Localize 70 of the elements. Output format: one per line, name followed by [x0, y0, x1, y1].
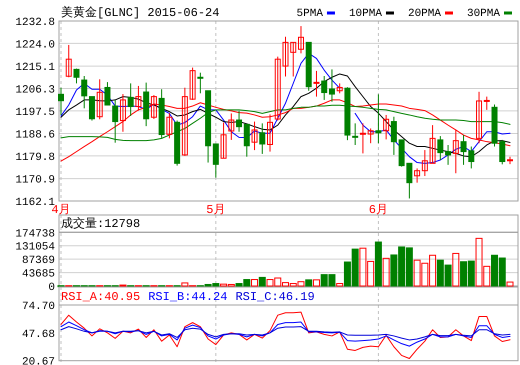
candlestick: [81, 75, 88, 109]
candlestick: [468, 146, 474, 169]
y-tick-label: 43685: [22, 268, 55, 281]
bar: [305, 279, 312, 286]
line-series: [60, 326, 510, 340]
chart-title: 成交量:12798: [61, 216, 140, 231]
candlestick: [58, 87, 64, 116]
y-tick-label: 1188.6: [15, 130, 55, 142]
bar: [312, 279, 320, 286]
x-tick-label: 5月: [206, 203, 226, 217]
bar: [336, 283, 344, 286]
y-tick-label: 1170.9: [15, 174, 55, 187]
candlestick: [383, 114, 390, 140]
line-series: [60, 322, 510, 347]
chart-title: 美黄金[GLNC] 2015-06-24: [61, 5, 220, 20]
candlestick: [298, 26, 304, 54]
legend-label: 10PMA: [348, 8, 382, 20]
y-tick-label: 1215.1: [15, 62, 56, 74]
y-tick-label: 47.68: [22, 328, 55, 341]
y-tick-label: 1232.8: [15, 17, 55, 29]
candlestick: [484, 96, 490, 110]
y-tick-label: 87369: [22, 255, 55, 268]
candlestick: [414, 168, 420, 184]
legend-label: 30PMA: [466, 8, 500, 20]
y-tick-label: 20.67: [22, 356, 55, 365]
series-label: RSI_A:40.95: [61, 290, 140, 304]
y-tick-label: 1206.3: [15, 84, 55, 96]
candlestick: [128, 82, 134, 116]
candlestick: [259, 122, 266, 154]
legend-label: 20PMA: [408, 8, 442, 20]
candlestick: [166, 112, 172, 139]
bar: [452, 252, 460, 286]
x-tick-label: 6月: [368, 203, 388, 217]
bar: [374, 242, 382, 286]
candlestick: [406, 162, 412, 199]
y-tick-label: 131054: [15, 242, 56, 254]
candlestick: [66, 44, 72, 78]
candlestick: [197, 72, 204, 94]
bar: [506, 282, 514, 286]
y-tick-label: 1179.8: [15, 152, 55, 164]
candlestick: [460, 134, 467, 166]
y-tick-label: 1224.0: [15, 39, 55, 52]
candlestick: [228, 112, 234, 140]
candlestick: [252, 121, 258, 151]
candlestick: [313, 70, 320, 98]
candlestick: [244, 124, 250, 158]
candlestick: [73, 68, 80, 84]
candlestick: [352, 122, 358, 146]
legend-label: 5PMA: [296, 8, 324, 20]
candlestick: [328, 68, 335, 102]
bar: [251, 279, 258, 286]
text: RSI_C:46.19: [235, 290, 315, 304]
candlestick: [336, 82, 343, 94]
y-tick-label: 1197.5: [15, 106, 55, 119]
candlestick: [96, 78, 103, 120]
candlestick: [104, 82, 110, 106]
bar: [258, 276, 266, 286]
candlestick: [499, 139, 506, 165]
bar: [382, 258, 390, 286]
candlestick: [236, 110, 242, 132]
text: RSI_B:44.24: [148, 290, 228, 304]
candlestick: [212, 143, 219, 178]
candlestick: [88, 96, 95, 122]
line-series: [60, 312, 510, 359]
y-tick-label: 0: [48, 282, 55, 294]
y-tick-label: 74.70: [22, 301, 55, 313]
candlestick: [267, 114, 274, 152]
candlestick: [220, 122, 227, 159]
candlestick: [321, 75, 328, 100]
y-tick-label: 174738: [15, 228, 55, 240]
